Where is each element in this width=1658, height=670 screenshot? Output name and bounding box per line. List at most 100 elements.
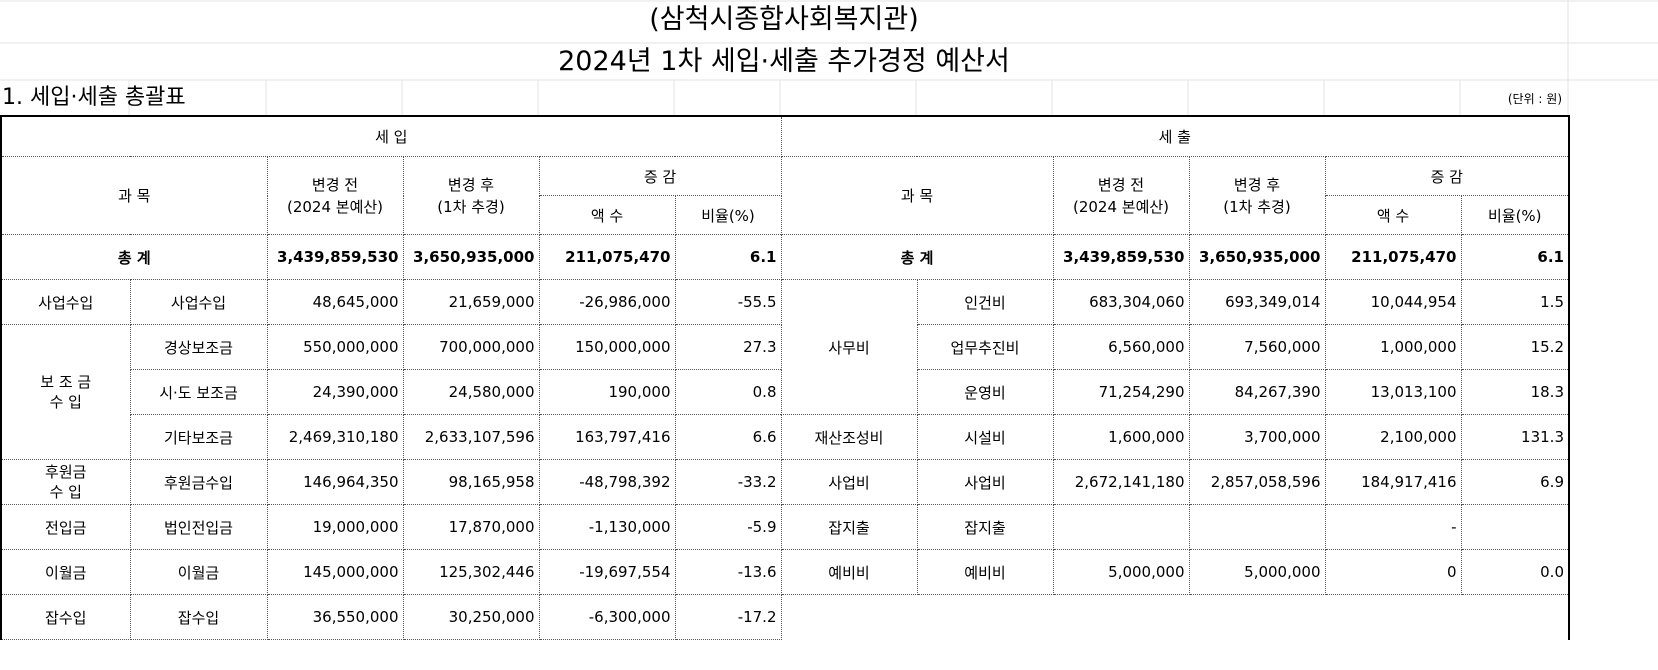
expense-ratio-cell: 6.9: [1460, 459, 1570, 505]
expense-before-cell: 1,600,000: [1052, 414, 1190, 460]
revenue-ratio-cell: -55.5: [674, 279, 782, 325]
revenue-total-ratio: 6.1: [674, 234, 782, 280]
revenue-before-cell: 146,964,350: [266, 459, 404, 505]
expense-before-cell: 5,000,000: [1052, 549, 1190, 595]
expense-ratio-cell: [1460, 504, 1570, 550]
revenue-group-cell: 보 조 금 수 입: [0, 324, 131, 460]
revenue-before-cell: 2,469,310,180: [266, 414, 404, 460]
expense-item-cell: 인건비: [916, 279, 1054, 325]
table-row: 시·도 보조금 24,390,000 24,580,000 190,000 0.…: [1, 369, 1570, 415]
revenue-group-cell: 이월금: [0, 549, 131, 595]
expense-after-cell: [1188, 504, 1326, 550]
revenue-ratio-cell: 0.8: [674, 369, 782, 415]
revenue-ratio-cell: 6.6: [674, 414, 782, 460]
expense-after-cell: 693,349,014: [1188, 279, 1326, 325]
revenue-amount-cell: -1,130,000: [538, 504, 676, 550]
unit-label: (단위 : 원): [1507, 92, 1562, 106]
revenue-after-cell: 125,302,446: [402, 549, 540, 595]
revenue-amount-cell: -19,697,554: [538, 549, 676, 595]
revenue-before-cell: 24,390,000: [266, 369, 404, 415]
revenue-header: 세 입: [0, 115, 782, 157]
revenue-item-cell: 잡수입: [129, 594, 268, 640]
revenue-after-header: 변경 후 (1차 추경): [402, 156, 540, 235]
expense-total-before: 3,439,859,530: [1052, 234, 1190, 280]
table-row: 사업수입 사업수입 48,645,000 21,659,000 -26,986,…: [0, 279, 1570, 415]
revenue-total-after: 3,650,935,000: [402, 234, 540, 280]
table-row: 기타보조금 2,469,310,180 2,633,107,596 163,79…: [1, 414, 1570, 460]
revenue-after-cell: 21,659,000: [402, 279, 540, 325]
expense-before-cell: 2,672,141,180: [1052, 459, 1190, 505]
revenue-amount-cell: -26,986,000: [538, 279, 676, 325]
expense-amount-cell: 1,000,000: [1324, 324, 1462, 370]
expense-after-header: 변경 후 (1차 추경): [1188, 156, 1326, 235]
revenue-after-cell: 30,250,000: [402, 594, 540, 640]
revenue-ratio-cell: -13.6: [674, 549, 782, 595]
revenue-amount-cell: 190,000: [538, 369, 676, 415]
total-row: 총 계 3,439,859,530 3,650,935,000 211,075,…: [0, 234, 1570, 280]
table-row: 이월금 이월금 145,000,000 125,302,446 -19,697,…: [0, 549, 1570, 595]
revenue-ratio-cell: 27.3: [674, 324, 782, 370]
budget-summary-table: 세 입 세 출 과 목 변경 전 (2024 본예산) 변경 후 (1차 추경) 증…: [0, 115, 1570, 640]
expense-group-cell: 사무비: [780, 279, 918, 415]
revenue-total-label: 총 계: [0, 234, 268, 280]
revenue-subject-header: 과 목: [0, 156, 268, 235]
expense-amount-cell: 10,044,954: [1324, 279, 1462, 325]
expense-item-cell: 예비비: [916, 549, 1054, 595]
expense-before-header: 변경 전 (2024 본예산): [1052, 156, 1190, 235]
expense-before-cell: 683,304,060: [1052, 279, 1190, 325]
expense-amount-cell: 184,917,416: [1324, 459, 1462, 505]
revenue-item-cell: 사업수입: [129, 279, 268, 325]
revenue-after-cell: 17,870,000: [402, 504, 540, 550]
document-title-main: 2024년 1차 세입·세출 추가경정 예산서: [558, 46, 1010, 77]
revenue-after-cell: 700,000,000: [402, 324, 540, 370]
table-row: 잡수입 잡수입 36,550,000 30,250,000 -6,300,000…: [0, 594, 1570, 640]
revenue-item-cell: 기타보조금: [129, 414, 268, 460]
expense-before-cell: [1052, 504, 1190, 550]
revenue-after-cell: 2,633,107,596: [402, 414, 540, 460]
revenue-total-before: 3,439,859,530: [266, 234, 404, 280]
expense-amount-cell: 2,100,000: [1324, 414, 1462, 460]
expense-after-cell: 84,267,390: [1188, 369, 1326, 415]
document-title-org: (삼척시종합사회복지관): [649, 4, 919, 35]
expense-group-cell: 사업비: [780, 459, 918, 505]
revenue-item-cell: 후원금수입: [129, 459, 268, 505]
revenue-after-cell: 24,580,000: [402, 369, 540, 415]
expense-total-label: 총 계: [780, 234, 1054, 280]
revenue-ratio-cell: -33.2: [674, 459, 782, 505]
expense-ratio-cell: 1.5: [1460, 279, 1570, 325]
revenue-total-amount: 211,075,470: [538, 234, 676, 280]
expense-after-cell: 2,857,058,596: [1188, 459, 1326, 505]
expense-amount-cell: 13,013,100: [1324, 369, 1462, 415]
expense-ratio-cell: 15.2: [1460, 324, 1570, 370]
expense-item-cell: 잡지출: [916, 504, 1054, 550]
expense-group-cell: 예비비: [780, 549, 918, 595]
revenue-amount-cell: -48,798,392: [538, 459, 676, 505]
table-row: 전입금 법인전입금 19,000,000 17,870,000 -1,130,0…: [0, 504, 1570, 550]
empty-expense-cell: [780, 594, 1570, 640]
expense-item-cell: 업무추진비: [916, 324, 1054, 370]
expense-after-cell: 7,560,000: [1188, 324, 1326, 370]
revenue-ratio-cell: -5.9: [674, 504, 782, 550]
expense-amount-cell: -: [1324, 504, 1462, 550]
revenue-amount-cell: -6,300,000: [538, 594, 676, 640]
expense-total-ratio: 6.1: [1460, 234, 1570, 280]
expense-total-amount: 211,075,470: [1324, 234, 1462, 280]
revenue-after-cell: 98,165,958: [402, 459, 540, 505]
revenue-amount-cell: 163,797,416: [538, 414, 676, 460]
expense-before-cell: 6,560,000: [1052, 324, 1190, 370]
expense-total-after: 3,650,935,000: [1188, 234, 1326, 280]
expense-group-cell: 재산조성비: [780, 414, 918, 460]
table-row: 후원금 수 입 후원금수입 146,964,350 98,165,958 -48…: [0, 459, 1570, 505]
revenue-before-cell: 48,645,000: [266, 279, 404, 325]
expense-group-cell: 잡지출: [780, 504, 918, 550]
expense-item-cell: 시설비: [916, 414, 1054, 460]
expense-subject-header: 과 목: [780, 156, 1054, 235]
revenue-group-cell: 후원금 수 입: [0, 459, 131, 505]
revenue-item-cell: 시·도 보조금: [129, 369, 268, 415]
revenue-before-cell: 19,000,000: [266, 504, 404, 550]
revenue-group-cell: 잡수입: [0, 594, 131, 640]
revenue-before-cell: 36,550,000: [266, 594, 404, 640]
revenue-item-cell: 법인전입금: [129, 504, 268, 550]
expense-after-cell: 5,000,000: [1188, 549, 1326, 595]
revenue-ratio-header: 비율(%): [674, 195, 782, 235]
